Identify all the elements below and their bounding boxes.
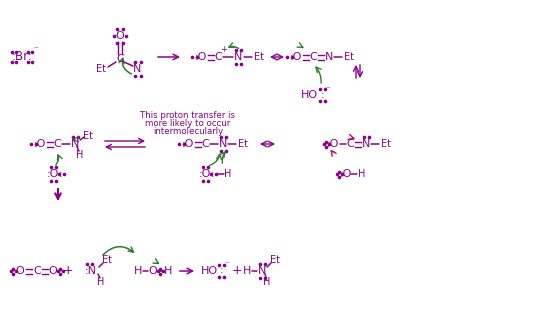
Text: C: C <box>346 139 354 149</box>
Text: :N: :N <box>85 266 97 276</box>
Text: :: : <box>59 169 63 179</box>
Text: Et: Et <box>83 131 93 141</box>
Text: H: H <box>97 277 105 287</box>
Text: C: C <box>33 266 41 276</box>
Text: :Br:: :Br: <box>12 50 32 63</box>
Text: :: : <box>321 90 325 100</box>
Text: H: H <box>243 266 251 276</box>
Text: +: + <box>221 45 227 55</box>
Text: Et: Et <box>102 255 112 265</box>
Text: C: C <box>116 54 124 64</box>
Text: more likely to occur: more likely to occur <box>145 119 231 129</box>
Text: ⁻: ⁻ <box>326 86 330 94</box>
Text: N: N <box>234 52 242 62</box>
Text: intermolecularly: intermolecularly <box>153 128 223 137</box>
Text: +: + <box>63 264 73 276</box>
Text: O: O <box>116 31 125 41</box>
Text: This proton transfer is: This proton transfer is <box>141 112 236 120</box>
Text: O: O <box>16 266 24 276</box>
Text: H: H <box>134 266 142 276</box>
Text: Et: Et <box>381 139 391 149</box>
Text: H: H <box>264 277 271 287</box>
Text: +: + <box>232 264 242 276</box>
Text: H: H <box>224 169 232 179</box>
Text: :O: :O <box>327 139 339 149</box>
Text: C: C <box>201 139 209 149</box>
Text: :O: :O <box>47 169 59 179</box>
Text: O: O <box>48 266 57 276</box>
Text: :O: :O <box>182 139 194 149</box>
Text: N: N <box>362 139 370 149</box>
Text: Et: Et <box>344 52 354 62</box>
Text: :O: :O <box>290 52 302 62</box>
Text: :O: :O <box>34 139 46 149</box>
Text: Et: Et <box>254 52 264 62</box>
Text: N: N <box>219 139 227 149</box>
Text: :O: :O <box>340 169 352 179</box>
Text: ⁻: ⁻ <box>33 45 38 55</box>
Text: H: H <box>76 150 84 160</box>
Text: :O: :O <box>195 52 207 62</box>
Text: H: H <box>358 169 366 179</box>
Text: Et: Et <box>270 255 280 265</box>
Text: :: : <box>211 169 215 179</box>
Text: N: N <box>71 139 79 149</box>
Text: Et: Et <box>96 64 106 74</box>
Text: ⁻: ⁻ <box>225 261 230 269</box>
Text: C: C <box>309 52 317 62</box>
Text: Et: Et <box>238 139 248 149</box>
Text: N: N <box>325 52 333 62</box>
Text: O: O <box>148 266 157 276</box>
Text: HO: HO <box>200 266 217 276</box>
Text: N: N <box>133 64 141 74</box>
Text: C: C <box>53 139 61 149</box>
Text: :O: :O <box>199 169 211 179</box>
Text: :: : <box>220 265 224 275</box>
Text: HO: HO <box>300 90 317 100</box>
Text: C: C <box>214 52 222 62</box>
Text: N: N <box>258 266 266 276</box>
Text: H: H <box>164 266 172 276</box>
